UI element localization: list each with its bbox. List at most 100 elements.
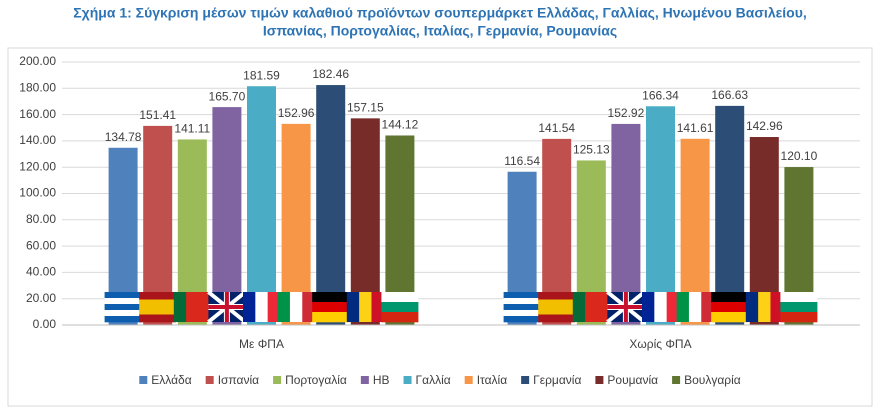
bar — [212, 107, 242, 326]
legend-label: Ελλάδα — [151, 373, 191, 387]
data-label: 166.34 — [642, 88, 679, 102]
y-tick-label: 20.00 — [26, 291, 56, 305]
y-tick-label: 100.00 — [19, 186, 56, 200]
y-tick-label: 40.00 — [26, 265, 56, 279]
flag — [623, 292, 628, 322]
flag — [780, 292, 818, 303]
flag — [538, 314, 576, 323]
data-label: 165.70 — [209, 89, 246, 103]
flag — [711, 292, 749, 303]
legend-swatch — [360, 376, 369, 384]
legend-label: Βουλγαρία — [684, 373, 741, 387]
flag — [267, 292, 281, 322]
flag — [666, 292, 680, 322]
data-label: 116.54 — [504, 154, 540, 168]
flag — [676, 292, 690, 322]
bar — [350, 118, 380, 325]
flag — [701, 292, 714, 322]
flag — [104, 298, 142, 305]
legend-label: Ρουμανία — [607, 373, 658, 387]
flag — [346, 292, 360, 322]
flag — [173, 292, 187, 322]
bar — [715, 105, 745, 325]
legend-swatch — [273, 376, 282, 384]
flag — [503, 316, 541, 323]
flag — [585, 292, 598, 322]
legend-swatch — [521, 376, 530, 384]
flag — [503, 292, 541, 299]
flag — [572, 292, 586, 322]
flag — [312, 312, 350, 323]
x-tick-label: Χωρίς ΦΠΑ — [629, 337, 691, 351]
flag — [312, 292, 350, 303]
flag — [104, 310, 142, 317]
legend-label: Ιταλία — [477, 373, 508, 387]
flag — [538, 307, 576, 315]
legend-swatch — [139, 376, 148, 384]
data-label: 142.96 — [746, 119, 783, 133]
data-label: 134.78 — [105, 130, 142, 144]
legend-swatch — [403, 376, 412, 384]
flag — [104, 304, 142, 311]
chart-title: Σχήμα 1: Σύγκριση μέσων τιμών καλαθιού π… — [73, 5, 806, 21]
legend-label: Γερμανία — [533, 373, 581, 387]
y-tick-label: 60.00 — [26, 238, 56, 252]
flag — [104, 316, 142, 323]
bar — [316, 85, 346, 326]
flag — [186, 292, 199, 322]
flag — [503, 298, 541, 305]
flag — [224, 292, 229, 322]
flag — [597, 292, 611, 322]
flag — [277, 292, 291, 322]
flag — [243, 292, 256, 322]
bar — [281, 123, 311, 325]
flag — [711, 302, 749, 313]
flag — [780, 312, 818, 323]
legend-swatch — [672, 376, 681, 384]
flag — [381, 292, 419, 303]
legend-swatch — [205, 376, 214, 384]
y-tick-label: 80.00 — [26, 212, 56, 226]
data-label: 157.15 — [347, 101, 384, 115]
flag — [302, 292, 315, 322]
x-tick-label: Με ΦΠΑ — [239, 337, 284, 351]
flag — [654, 292, 667, 322]
data-label: 181.59 — [243, 68, 280, 82]
flag — [745, 292, 759, 322]
legend-label: Γαλλία — [416, 373, 451, 387]
flag — [758, 292, 771, 322]
flag — [198, 292, 212, 322]
flag — [359, 292, 372, 322]
data-label: 125.13 — [573, 143, 610, 157]
y-tick-label: 160.00 — [19, 107, 56, 121]
data-label: 141.61 — [677, 121, 714, 135]
legend-label: ΗΒ — [373, 373, 390, 387]
flag — [642, 292, 655, 322]
data-label: 152.92 — [608, 106, 645, 120]
bar — [646, 106, 675, 325]
flag — [371, 292, 385, 322]
flag — [139, 292, 177, 300]
flag — [255, 292, 268, 322]
data-label: 141.54 — [538, 121, 575, 135]
data-label: 166.63 — [711, 88, 748, 102]
flag — [289, 292, 303, 322]
flag — [770, 292, 784, 322]
bar — [247, 86, 276, 325]
flag — [104, 292, 142, 299]
legend-label: Πορτογαλία — [285, 373, 347, 387]
chart-title: Ισπανίας, Πορτογαλίας, Ιταλίας, Γερμανία… — [263, 23, 617, 39]
y-tick-label: 140.00 — [19, 133, 56, 147]
y-tick-label: 0.00 — [33, 317, 57, 331]
flag — [139, 314, 177, 323]
legend-swatch — [464, 376, 473, 384]
y-tick-label: 200.00 — [19, 54, 56, 68]
data-label: 120.10 — [781, 149, 818, 163]
flag — [503, 310, 541, 317]
legend-label: Ισπανία — [218, 373, 259, 387]
y-tick-label: 120.00 — [19, 159, 56, 173]
data-label: 141.11 — [174, 122, 210, 136]
flag — [139, 307, 177, 315]
data-label: 144.12 — [382, 118, 419, 132]
